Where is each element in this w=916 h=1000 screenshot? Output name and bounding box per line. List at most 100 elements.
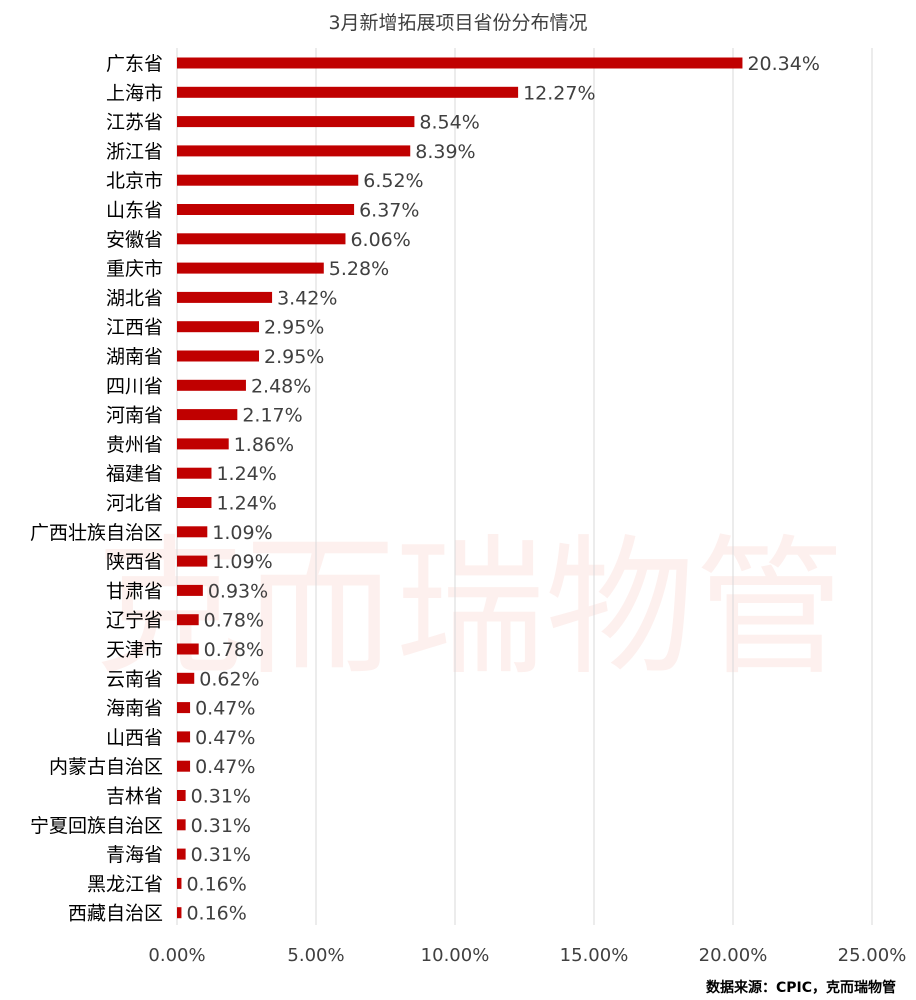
data-label: 5.28% <box>329 258 389 280</box>
data-label: 2.17% <box>242 405 302 427</box>
data-label: 0.62% <box>199 668 259 690</box>
bar <box>177 57 743 69</box>
category-label: 河南省 <box>106 405 163 427</box>
bar <box>177 467 212 479</box>
data-label: 12.27% <box>523 82 595 104</box>
bar <box>177 702 191 714</box>
x-tick-label: 15.00% <box>560 945 629 966</box>
bar <box>177 174 359 186</box>
x-tick-label: 25.00% <box>838 945 907 966</box>
data-label: 0.31% <box>191 786 251 808</box>
data-label: 0.31% <box>191 844 251 866</box>
data-label: 2.95% <box>264 346 324 368</box>
category-label: 辽宁省 <box>106 610 163 632</box>
category-label: 四川省 <box>106 375 163 397</box>
bar <box>177 731 191 743</box>
category-label: 湖南省 <box>106 346 163 368</box>
data-label: 0.16% <box>186 873 246 895</box>
category-label: 青海省 <box>106 844 163 866</box>
category-label: 陕西省 <box>106 551 163 573</box>
category-label: 山东省 <box>106 200 163 222</box>
data-label: 1.86% <box>234 434 294 456</box>
bar <box>177 86 519 98</box>
x-tick-label: 0.00% <box>148 945 205 966</box>
data-label: 2.48% <box>251 375 311 397</box>
data-label: 6.06% <box>350 229 410 251</box>
data-label: 0.47% <box>195 727 255 749</box>
gridlines <box>176 48 873 925</box>
bar <box>177 614 199 626</box>
bar <box>177 907 182 919</box>
bar <box>177 321 260 333</box>
category-label: 云南省 <box>106 668 163 690</box>
bar <box>177 233 346 245</box>
category-label: 山西省 <box>106 727 163 749</box>
data-label: 8.39% <box>415 141 475 163</box>
x-tick-label: 20.00% <box>699 945 768 966</box>
data-label: 20.34% <box>747 53 819 75</box>
category-label: 河北省 <box>106 493 163 515</box>
data-label: 0.93% <box>208 580 268 602</box>
source-note: 数据来源：CPIC，克而瑞物管 <box>706 979 896 996</box>
data-label: 0.16% <box>186 903 246 925</box>
category-label: 广西壮族自治区 <box>30 522 163 544</box>
category-label: 北京市 <box>106 170 163 192</box>
bar <box>177 409 238 421</box>
data-label: 2.95% <box>264 317 324 339</box>
bar <box>177 116 415 128</box>
bar <box>177 848 186 860</box>
category-label: 甘肃省 <box>106 580 163 602</box>
bar <box>177 145 411 157</box>
category-labels: 广东省上海市江苏省浙江省北京市山东省安徽省重庆市湖北省江西省湖南省四川省河南省贵… <box>30 53 163 925</box>
bar <box>177 526 208 538</box>
category-label: 黑龙江省 <box>87 873 163 895</box>
category-label: 江苏省 <box>106 112 163 134</box>
category-label: 贵州省 <box>106 434 163 456</box>
x-axis-ticks: 0.00% 5.00% 10.00% 15.00% 20.00% 25.00% <box>148 945 906 966</box>
bar <box>177 350 260 362</box>
category-label: 重庆市 <box>106 258 163 280</box>
category-label: 内蒙古自治区 <box>49 756 163 778</box>
category-label: 江西省 <box>106 317 163 339</box>
bar <box>177 262 324 274</box>
category-label: 广东省 <box>106 53 163 75</box>
data-label: 3.42% <box>277 287 337 309</box>
data-label: 1.09% <box>212 522 272 544</box>
bar <box>177 438 229 450</box>
bar <box>177 555 208 567</box>
category-label: 西藏自治区 <box>68 903 163 925</box>
data-label: 6.52% <box>363 170 423 192</box>
bar <box>177 379 246 391</box>
category-label: 福建省 <box>106 463 163 485</box>
data-label: 0.78% <box>204 610 264 632</box>
bar <box>177 204 355 215</box>
data-label: 1.09% <box>212 551 272 573</box>
bar <box>177 877 182 889</box>
data-label: 0.47% <box>195 756 255 778</box>
x-tick-label: 10.00% <box>421 945 490 966</box>
bar <box>177 497 212 508</box>
bar <box>177 584 203 596</box>
category-label: 安徽省 <box>106 229 163 251</box>
bar <box>177 672 195 684</box>
data-label: 1.24% <box>216 493 276 515</box>
data-label: 0.31% <box>191 815 251 837</box>
x-tick-label: 5.00% <box>287 945 344 966</box>
bar <box>177 643 199 655</box>
data-label: 0.78% <box>204 639 264 661</box>
bars <box>177 57 743 919</box>
watermark: 克而瑞物管 <box>95 522 845 696</box>
data-label: 1.24% <box>216 463 276 485</box>
data-label: 0.47% <box>195 698 255 720</box>
category-label: 吉林省 <box>106 786 163 808</box>
category-label: 浙江省 <box>106 141 163 163</box>
category-label: 上海市 <box>106 82 163 104</box>
category-label: 海南省 <box>106 698 163 720</box>
data-label: 8.54% <box>419 112 479 134</box>
bar <box>177 760 191 772</box>
bar <box>177 790 186 801</box>
value-labels: 20.34% 12.27% 8.54% 8.39% 6.52% 6.37% 6.06% 5.2… <box>186 53 819 925</box>
category-label: 天津市 <box>106 639 163 661</box>
category-label: 湖北省 <box>106 287 163 309</box>
